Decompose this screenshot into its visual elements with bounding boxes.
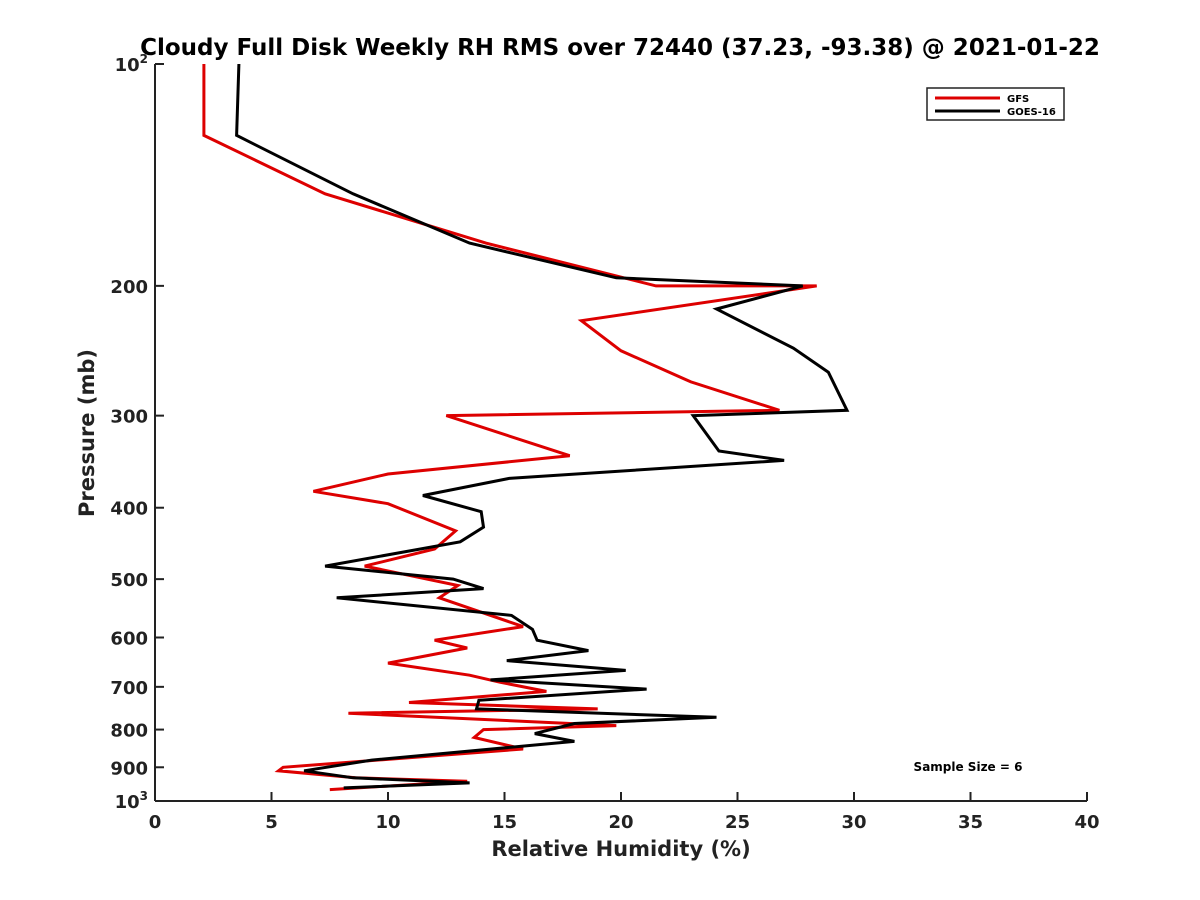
y-tick-label-8: 900 (110, 758, 148, 779)
series-line-goes-16 (235, 64, 850, 790)
y-axis-label: Pressure (mb) (75, 349, 99, 517)
chart-title: Cloudy Full Disk Weekly RH RMS over 7244… (140, 35, 1100, 61)
x-tick-label-7: 35 (958, 812, 983, 833)
x-axis-label: Relative Humidity (%) (491, 837, 750, 861)
y-tick-label-2: 300 (110, 407, 148, 428)
legend-box (926, 87, 1065, 121)
y-tick-label-9: 103 (115, 789, 148, 813)
y-axis-ticks: 102 200 300 400 500 600 700 800 900 103 (110, 52, 164, 813)
sample-size-note: Sample Size = 6 (914, 760, 1023, 774)
x-tick-label-2: 10 (375, 812, 400, 833)
x-tick-label-8: 40 (1074, 812, 1099, 833)
x-tick-label-4: 20 (608, 812, 633, 833)
legend-label-gfs: GFS (1007, 94, 1029, 105)
y-tick-label-1: 200 (110, 277, 148, 298)
legend-label-goes16: GOES-16 (1007, 107, 1056, 118)
y-tick-label-4: 500 (110, 570, 148, 591)
x-tick-label-0: 0 (149, 812, 162, 833)
legend: GFS GOES-16 (926, 87, 1065, 121)
y-tick-label-6: 700 (110, 678, 148, 699)
y-tick-label-0: 102 (115, 52, 148, 76)
x-tick-label-5: 25 (725, 812, 750, 833)
y-tick-label-5: 600 (110, 628, 148, 649)
series-lines (202, 64, 850, 792)
series-line-gfs (202, 64, 817, 792)
y-tick-label-3: 400 (110, 499, 148, 520)
x-axis-ticks: 0 5 10 15 20 25 30 35 40 (149, 792, 1100, 833)
x-tick-label-6: 30 (841, 812, 866, 833)
x-tick-label-3: 15 (492, 812, 517, 833)
x-tick-label-1: 5 (265, 812, 278, 833)
y-tick-label-7: 800 (110, 721, 148, 742)
